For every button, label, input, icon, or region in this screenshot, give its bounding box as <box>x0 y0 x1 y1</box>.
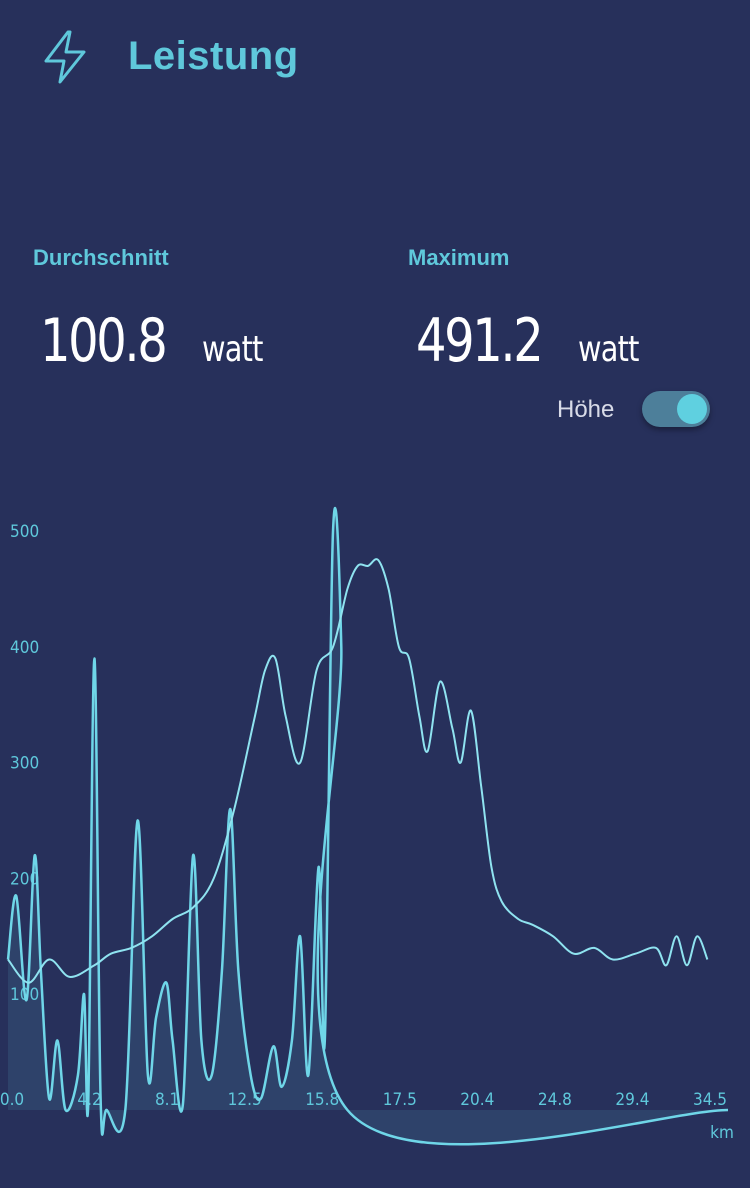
toggle-knob <box>677 394 707 424</box>
x-tick-label: 8.1 <box>155 1090 179 1110</box>
x-tick-label: 17.5 <box>383 1090 417 1110</box>
page-title: Leistung <box>128 34 299 78</box>
y-tick-label: 500 <box>10 522 39 542</box>
x-tick-label: 34.5 <box>693 1090 727 1110</box>
average-label: Durchschnitt <box>33 245 169 270</box>
elevation-toggle-label: Höhe <box>557 396 615 423</box>
elevation-toggle[interactable] <box>642 391 710 427</box>
y-tick-label: 400 <box>10 638 39 658</box>
x-unit-label: km <box>710 1123 734 1143</box>
maximum-unit: watt <box>577 329 639 370</box>
average-value: 100.8 watt <box>40 306 278 376</box>
x-tick-label: 12.5 <box>228 1090 262 1110</box>
power-chart: 500400300200100 0.04.28.112.515.817.520.… <box>0 506 734 1146</box>
x-tick-label: 24.8 <box>538 1090 572 1110</box>
chart-series <box>6 506 729 1146</box>
y-axis: 500400300200100 <box>10 522 39 1005</box>
x-tick-label: 20.4 <box>460 1090 494 1110</box>
elevation-line <box>7 558 709 984</box>
x-axis: 0.04.28.112.515.817.520.424.829.434.5 <box>0 1090 727 1110</box>
maximum-label: Maximum <box>408 245 510 270</box>
power-area <box>8 508 728 1145</box>
x-tick-label: 15.8 <box>305 1090 339 1110</box>
power-line <box>6 506 729 1146</box>
average-number: 100.8 <box>40 306 168 376</box>
maximum-value: 491.2 watt <box>416 306 654 376</box>
average-unit: watt <box>201 329 263 370</box>
bolt-icon <box>44 30 86 84</box>
maximum-number: 491.2 <box>416 306 544 376</box>
x-tick-label: 0.0 <box>0 1090 24 1110</box>
x-tick-label: 29.4 <box>615 1090 649 1110</box>
header: Leistung <box>0 0 750 120</box>
y-tick-label: 300 <box>10 754 39 774</box>
